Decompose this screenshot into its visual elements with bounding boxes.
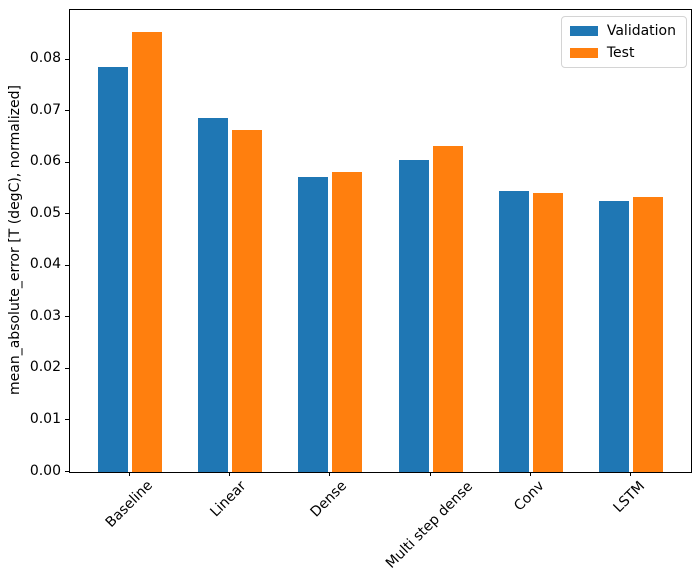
- y-tick-label: 0.07: [29, 101, 61, 118]
- x-tick-mark: [629, 472, 631, 476]
- legend-item-validation: Validation: [569, 23, 676, 39]
- test-swatch-icon: [569, 48, 598, 58]
- x-tick-mark: [329, 472, 331, 476]
- x-tick-mark: [129, 472, 131, 476]
- bar-validation-baseline: [98, 66, 129, 472]
- y-tick-label: 0.01: [29, 410, 61, 427]
- bar-test-linear: [232, 129, 263, 472]
- x-tick-label-multi-step-dense: Multi step dense: [382, 478, 476, 572]
- y-tick-mark: [65, 264, 69, 266]
- x-tick-mark: [229, 472, 231, 476]
- bar-test-multi-step-dense: [432, 145, 463, 472]
- y-tick-mark: [65, 161, 69, 163]
- x-tick-label-conv: Conv: [510, 478, 548, 515]
- y-tick-mark: [65, 367, 69, 369]
- y-tick-label: 0.04: [29, 256, 61, 273]
- y-tick-mark: [65, 58, 69, 60]
- plot-area: Validation Test: [69, 9, 692, 473]
- x-tick-mark: [529, 472, 531, 476]
- y-tick-label: 0.06: [29, 153, 61, 170]
- x-tick-mark: [429, 472, 431, 476]
- y-tick-label: 0.08: [29, 50, 61, 66]
- legend: Validation Test: [560, 16, 687, 68]
- y-tick-mark: [65, 213, 69, 215]
- bar-test-dense: [332, 171, 363, 472]
- bar-validation-dense: [298, 177, 329, 472]
- x-tick-label-linear: Linear: [207, 478, 250, 521]
- bar-validation-linear: [198, 117, 229, 472]
- y-tick-mark: [65, 471, 69, 472]
- y-tick-label: 0.03: [29, 307, 61, 324]
- y-tick-mark: [65, 419, 69, 421]
- bar-test-conv: [532, 192, 563, 472]
- bar-test-lstm: [632, 197, 663, 472]
- bar-validation-multi-step-dense: [398, 160, 429, 472]
- y-tick-label: 0.02: [29, 359, 61, 376]
- legend-label-validation: Validation: [606, 23, 676, 39]
- y-tick-mark: [65, 110, 69, 112]
- x-tick-label-dense: Dense: [307, 477, 351, 521]
- bar-test-baseline: [132, 32, 163, 472]
- legend-label-test: Test: [606, 45, 635, 61]
- x-tick-label-baseline: Baseline: [102, 477, 156, 532]
- bar-validation-conv: [498, 190, 529, 472]
- y-tick-label: 0.05: [29, 204, 61, 221]
- y-tick-mark: [65, 316, 69, 318]
- y-axis-tick-labels: 0.00 0.01 0.02 0.03 0.04 0.05 0.06 0.07 0.08: [0, 0, 61, 582]
- bar-validation-lstm: [598, 201, 629, 472]
- legend-item-test: Test: [569, 45, 676, 61]
- validation-swatch-icon: [569, 26, 598, 36]
- y-tick-label: 0.00: [29, 462, 61, 479]
- x-tick-label-lstm: LSTM: [610, 477, 649, 516]
